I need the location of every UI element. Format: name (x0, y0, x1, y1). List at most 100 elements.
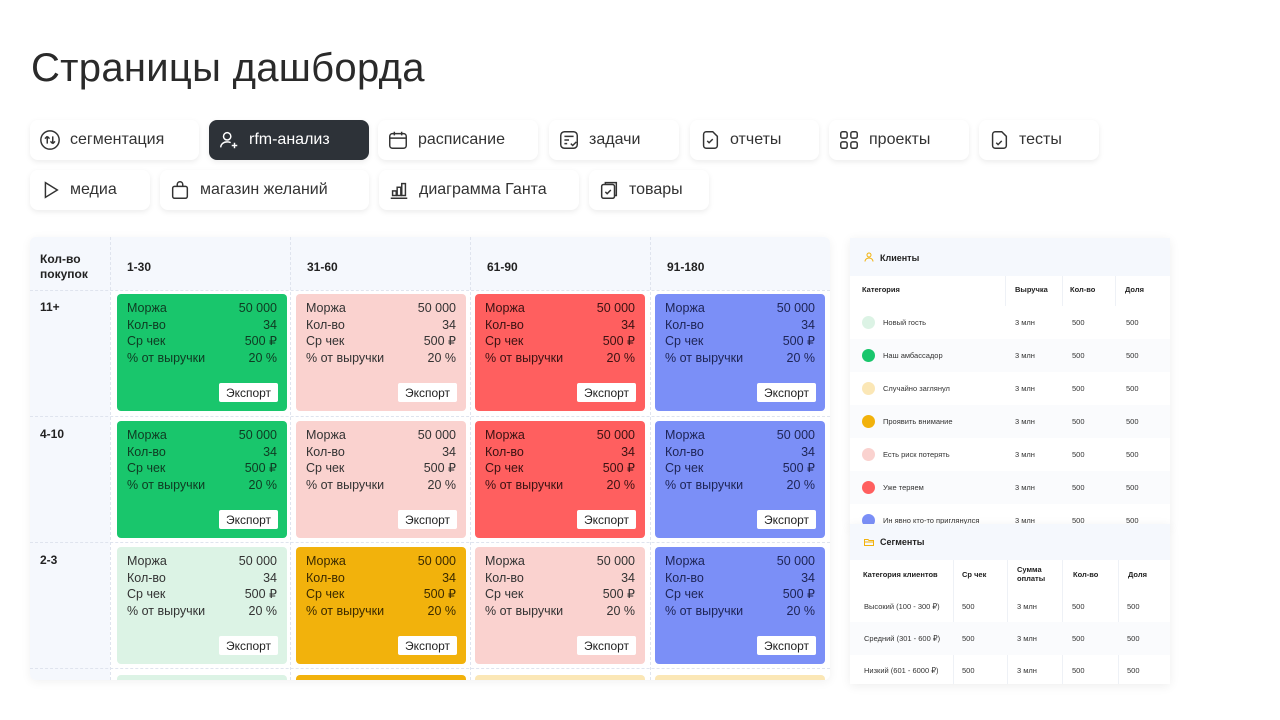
column-header: Кол-во (1070, 285, 1096, 294)
export-button[interactable]: Экспорт (398, 383, 457, 402)
metric-value: 500 ₽ (423, 587, 456, 601)
tab-label: тесты (1019, 131, 1062, 148)
cell-revenue: 3 млн (1015, 417, 1035, 426)
metric-label: Моржа (127, 301, 167, 315)
metric-line: % от выручки 20 % (127, 603, 277, 620)
metric-line: Ср чек 500 ₽ (306, 333, 456, 350)
metric-line: Кол-во 34 (665, 570, 815, 587)
table-row[interactable]: Случайно заглянул 3 млн 500 500 (850, 372, 1170, 405)
rfm-cell: Моржа 50 000 Кол-во 34 Ср чек 500 ₽ % от выруч… (117, 294, 287, 411)
metric-label: Кол-во (665, 317, 704, 332)
export-button[interactable]: Экспорт (757, 510, 816, 529)
tab-wishlist[interactable]: магазин желаний (160, 170, 369, 210)
table-row[interactable]: Ин явно кто-то приглянулся 3 млн 500 500 (850, 504, 1170, 528)
tab-reports[interactable]: отчеты (690, 120, 819, 160)
metric-label: Моржа (665, 554, 705, 568)
panel-header (850, 238, 1170, 276)
cell-share: 500 (1127, 634, 1140, 643)
tab-schedule[interactable]: расписание (378, 120, 538, 160)
products-icon (598, 179, 620, 201)
metric-line: % от выручки 20 % (127, 477, 277, 494)
rfm-cell (117, 675, 287, 680)
metric-label: Моржа (306, 301, 346, 315)
cell-sum: 3 млн (1017, 666, 1037, 675)
table-row[interactable]: Уже теряем 3 млн 500 500 (850, 471, 1170, 504)
column-header: 1-30 (127, 260, 152, 274)
metric-value: 50 000 (776, 428, 815, 442)
rfm-cell (296, 675, 466, 680)
export-button[interactable]: Экспорт (577, 510, 636, 529)
tab-products[interactable]: товары (589, 170, 709, 210)
divider (290, 237, 291, 680)
metric-label: % от выручки (306, 350, 385, 365)
metric-label: Моржа (306, 554, 346, 568)
table-row[interactable]: Средний (301 - 600 ₽) 500 3 млн 500 500 (850, 622, 1170, 655)
category-color-dot (862, 382, 875, 395)
tab-tests[interactable]: тесты (979, 120, 1099, 160)
export-button[interactable]: Экспорт (219, 510, 278, 529)
rfm-cell: Моржа 50 000 Кол-во 34 Ср чек 500 ₽ % от выруч… (117, 547, 287, 664)
tab-rfm-analysis[interactable]: rfm-анализ (209, 120, 369, 160)
column-header: Кол-во (1073, 570, 1099, 579)
tab-tasks[interactable]: задачи (549, 120, 679, 160)
metric-line: % от выручки 20 % (306, 477, 456, 494)
export-button[interactable]: Экспорт (577, 383, 636, 402)
export-button[interactable]: Экспорт (757, 383, 816, 402)
column-header: Категория (862, 285, 900, 294)
metric-label: % от выручки (306, 603, 385, 618)
rfm-matrix: Кол-во покупок 1-30 31-60 61-90 91-180 1… (30, 237, 830, 680)
export-button[interactable]: Экспорт (219, 636, 278, 655)
table-row[interactable]: Наш амбассадор 3 млн 500 500 (850, 339, 1170, 372)
cell-revenue: 3 млн (1015, 384, 1035, 393)
cell-revenue: 3 млн (1015, 483, 1035, 492)
column-header: Выручка (1015, 285, 1048, 294)
metric-label: Ср чек (306, 334, 345, 348)
rfm-cell (655, 675, 825, 680)
table-row[interactable]: Есть риск потерять 3 млн 500 500 (850, 438, 1170, 471)
export-button[interactable]: Экспорт (577, 636, 636, 655)
tab-gantt[interactable]: диаграмма Ганта (379, 170, 579, 210)
metric-line: Ср чек 500 ₽ (485, 586, 635, 603)
metric-value: 500 ₽ (602, 587, 635, 601)
rfm-cell: Моржа 50 000 Кол-во 34 Ср чек 500 ₽ % от выруч… (475, 547, 645, 664)
metric-line: % от выручки 20 % (665, 350, 815, 367)
tab-segmentation[interactable]: сегментация (30, 120, 199, 160)
metric-label: Кол-во (485, 444, 524, 459)
tab-projects[interactable]: проекты (829, 120, 969, 160)
metric-label: Моржа (485, 554, 525, 568)
metric-value: 50 000 (238, 428, 277, 442)
table-row[interactable]: Высокий (100 - 300 ₽) 500 3 млн 500 500 (850, 590, 1170, 623)
cell-name: Наш амбассадор (883, 351, 943, 360)
tab-media[interactable]: медиа (30, 170, 150, 210)
table-row[interactable]: Проявить внимание 3 млн 500 500 (850, 405, 1170, 438)
column-header: 61-90 (487, 260, 518, 274)
column-header: Ср чек (962, 570, 987, 579)
bag-icon (169, 179, 191, 201)
metric-label: Моржа (485, 301, 525, 315)
metric-value: 34 (801, 570, 815, 585)
cell-name: Низкий (601 - 6000 ₽) (864, 666, 939, 675)
table-row[interactable]: Низкий (601 - 6000 ₽) 500 3 млн 500 500 (850, 654, 1170, 684)
divider (1062, 276, 1063, 306)
metric-line: Кол-во 34 (306, 444, 456, 461)
metric-value: 20 % (606, 350, 636, 365)
cell-name: Есть риск потерять (883, 450, 950, 459)
export-button[interactable]: Экспорт (219, 383, 278, 402)
column-header: Категория клиентов (863, 570, 938, 579)
metric-line: % от выручки 20 % (485, 350, 635, 367)
metric-line: Кол-во 34 (665, 317, 815, 334)
cell-count: 500 (1072, 483, 1085, 492)
tab-label: rfm-анализ (249, 131, 330, 148)
metric-label: % от выручки (665, 603, 744, 618)
cell-share: 500 (1126, 318, 1139, 327)
metric-label: Кол-во (665, 570, 704, 585)
rfm-cell: Моржа 50 000 Кол-во 34 Ср чек 500 ₽ % от выруч… (655, 421, 825, 538)
export-button[interactable]: Экспорт (398, 636, 457, 655)
export-button[interactable]: Экспорт (398, 510, 457, 529)
metric-line: Ср чек 500 ₽ (665, 586, 815, 603)
cell-check: 500 (962, 666, 975, 675)
table-row[interactable]: Новый гость 3 млн 500 500 (850, 306, 1170, 339)
metric-value: 500 ₽ (423, 334, 456, 348)
divider (30, 668, 830, 669)
export-button[interactable]: Экспорт (757, 636, 816, 655)
